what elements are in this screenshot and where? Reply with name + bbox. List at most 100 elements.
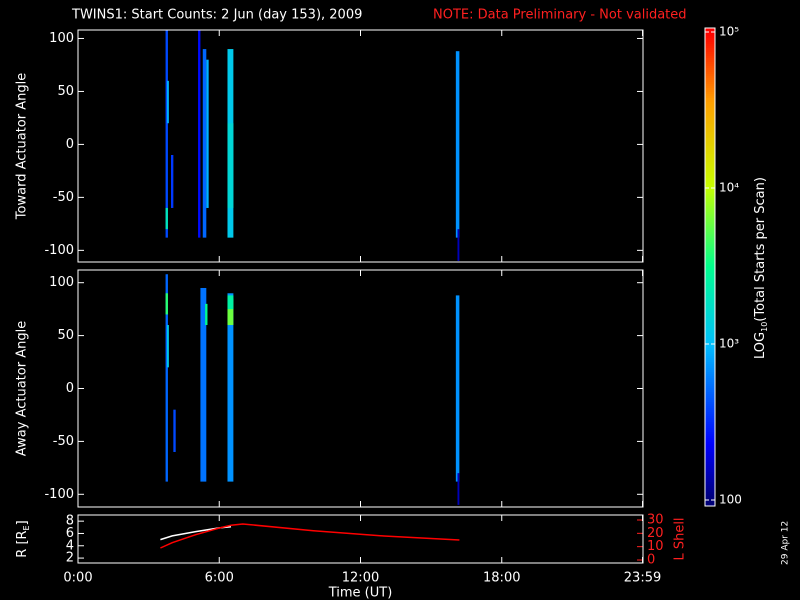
strip xyxy=(227,298,234,326)
colorbar-cell xyxy=(705,434,715,436)
colorbar-cell xyxy=(705,40,715,42)
colorbar-cell xyxy=(705,112,715,114)
colorbar-cell xyxy=(705,390,715,392)
label-part: E xyxy=(22,525,31,530)
colorbar-tick-label: 100 xyxy=(719,493,742,507)
colorbar-cell xyxy=(705,260,715,262)
y-tick-label: -50 xyxy=(53,434,74,449)
x-tick-label: 18:00 xyxy=(483,571,520,586)
y2-axis-label: L Shell xyxy=(673,517,688,560)
colorbar-cell xyxy=(705,48,715,50)
colorbar-cell xyxy=(705,274,715,276)
colorbar-cell xyxy=(705,252,715,254)
colorbar-cell xyxy=(705,458,715,460)
colorbar-cell xyxy=(705,200,715,202)
colorbar-cell xyxy=(705,70,715,72)
y-tick-label: 0 xyxy=(66,137,74,152)
colorbar-cell xyxy=(705,240,715,242)
colorbar-cell xyxy=(705,310,715,312)
colorbar-cell xyxy=(705,180,715,182)
colorbar-cell xyxy=(705,440,715,442)
colorbar-cell xyxy=(705,448,715,450)
colorbar-cell xyxy=(705,302,715,304)
colorbar-cell xyxy=(705,184,715,186)
colorbar-cell xyxy=(705,402,715,404)
colorbar-cell xyxy=(705,380,715,382)
colorbar-cell xyxy=(705,64,715,66)
colorbar-cell xyxy=(705,224,715,226)
colorbar-cell xyxy=(705,108,715,110)
colorbar-cell xyxy=(705,346,715,348)
colorbar-cell xyxy=(705,94,715,96)
colorbar-cell xyxy=(705,278,715,280)
colorbar-cell xyxy=(705,500,715,502)
colorbar-cell xyxy=(705,216,715,218)
colorbar-cell xyxy=(705,222,715,224)
colorbar-cell xyxy=(705,276,715,278)
colorbar-cell xyxy=(705,294,715,296)
colorbar-cell xyxy=(705,262,715,264)
strip xyxy=(455,295,460,482)
colorbar-cell xyxy=(705,422,715,424)
colorbar-cell xyxy=(705,246,715,248)
colorbar-cell xyxy=(705,86,715,88)
colorbar-cell xyxy=(705,244,715,246)
colorbar-cell xyxy=(705,156,715,158)
colorbar-cell xyxy=(705,142,715,144)
colorbar-cell xyxy=(705,140,715,142)
strip xyxy=(165,274,168,482)
colorbar-tick-label: 10³ xyxy=(719,337,739,351)
colorbar-cell xyxy=(705,284,715,286)
title: TWINS1: Start Counts: 2 Jun (day 153), 2… xyxy=(71,8,362,23)
colorbar-cell xyxy=(705,254,715,256)
colorbar-cell xyxy=(705,408,715,410)
colorbar-cell xyxy=(705,498,715,500)
colorbar-cell xyxy=(705,212,715,214)
strip xyxy=(198,30,201,238)
colorbar-cell xyxy=(705,98,715,100)
strip xyxy=(205,303,208,326)
colorbar-cell xyxy=(705,30,715,32)
colorbar-cell xyxy=(705,330,715,332)
colorbar-cell xyxy=(705,158,715,160)
colorbar-cell xyxy=(705,478,715,480)
colorbar-cell xyxy=(705,72,715,74)
x-tick-label: 6:00 xyxy=(205,571,234,586)
colorbar-cell xyxy=(705,308,715,310)
colorbar-cell xyxy=(705,292,715,294)
colorbar-cell xyxy=(705,374,715,376)
colorbar-cell xyxy=(705,34,715,36)
colorbar-cell xyxy=(705,400,715,402)
colorbar-cell xyxy=(705,214,715,216)
colorbar-cell xyxy=(705,482,715,484)
strip xyxy=(227,123,234,208)
y-tick-label: 0 xyxy=(66,381,74,396)
colorbar-cell xyxy=(705,238,715,240)
colorbar-cell xyxy=(705,424,715,426)
y-tick-label: -50 xyxy=(53,190,74,205)
colorbar-cell xyxy=(705,172,715,174)
colorbar-cell xyxy=(705,118,715,120)
colorbar-cell xyxy=(705,438,715,440)
colorbar-cell xyxy=(705,312,715,314)
y-axis-label: Toward Actuator Angle xyxy=(15,73,30,220)
colorbar-cell xyxy=(705,218,715,220)
colorbar-cell xyxy=(705,80,715,82)
colorbar-cell xyxy=(705,194,715,196)
colorbar-cell xyxy=(705,182,715,184)
colorbar-cell xyxy=(705,426,715,428)
colorbar-cell xyxy=(705,474,715,476)
strip xyxy=(227,293,234,482)
colorbar-cell xyxy=(705,88,715,90)
colorbar-cell xyxy=(705,410,715,412)
colorbar-cell xyxy=(705,204,715,206)
colorbar-cell xyxy=(705,436,715,438)
colorbar-cell xyxy=(705,166,715,168)
colorbar-cell xyxy=(705,82,715,84)
strip xyxy=(165,293,168,315)
colorbar-cell xyxy=(705,412,715,414)
colorbar-cell xyxy=(705,232,715,234)
y-tick-label: 8 xyxy=(66,514,74,529)
colorbar-cell xyxy=(705,490,715,492)
